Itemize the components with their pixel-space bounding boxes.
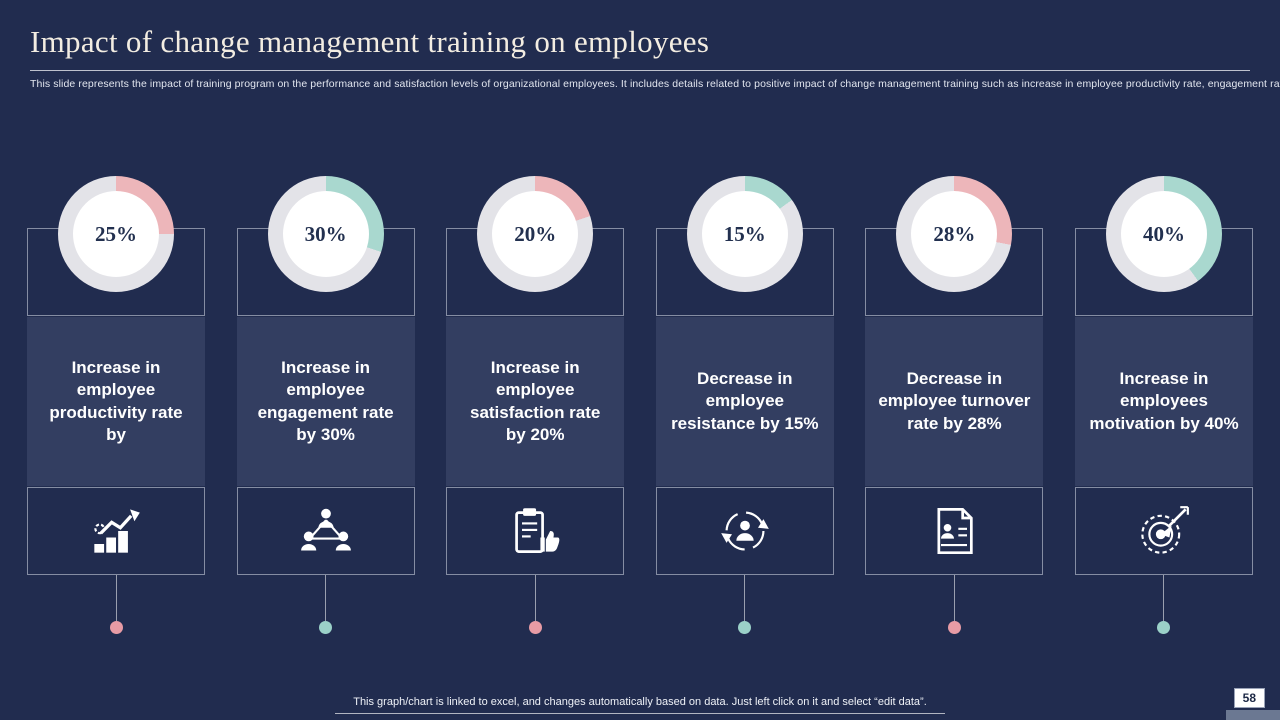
donut-chart[interactable]: 15% (686, 176, 803, 292)
connector-line (1163, 575, 1165, 621)
donut-chart[interactable]: 25% (58, 176, 174, 292)
stat-card: Increase in employee satisfaction rate b… (446, 317, 625, 486)
icon-host (300, 505, 352, 557)
timeline-dot (947, 621, 961, 634)
icon-box (1074, 487, 1253, 575)
icon-box (27, 487, 205, 575)
gears-growth-icon (94, 509, 140, 553)
donut-percentage: 20% (514, 221, 557, 246)
stat-column: 20% Increase in employee satisfaction ra… (446, 176, 625, 634)
connector-line (953, 575, 955, 621)
donut-percentage: 25% (95, 221, 137, 246)
page-number-badge: 58 (1233, 688, 1265, 708)
donut-hole: 15% (701, 191, 788, 277)
stat-description: Increase in employees motivation by 40% (1089, 368, 1239, 433)
donut-chart[interactable]: 40% (1105, 176, 1222, 292)
stat-description: Increase in employee engagement rate by … (257, 357, 394, 444)
connector-line (744, 575, 746, 621)
connector-line (325, 575, 327, 621)
stat-card: Increase in employee engagement rate by … (236, 317, 415, 486)
stat-column: 15% Decrease in employee resistance by 1… (655, 176, 834, 634)
stat-description: Decrease in employee resistance by 15% (671, 368, 819, 433)
timeline-dot (109, 621, 123, 634)
stat-description: Increase in employee satisfaction rate b… (469, 357, 601, 444)
stat-column: 25% Increase in employee productivity ra… (27, 176, 205, 634)
connector-line (534, 575, 536, 621)
stat-card: Increase in employees motivation by 40% (1074, 317, 1253, 486)
icon-box (655, 487, 834, 575)
person-sync-icon (720, 511, 769, 551)
stat-card: Increase in employee productivity rate b… (27, 317, 205, 486)
icon-host (509, 505, 561, 557)
footer-note: This graph/chart is linked to excel, and… (335, 696, 945, 714)
donut-hole: 20% (492, 191, 579, 277)
timeline-dot (319, 621, 333, 634)
donut-hole: 30% (282, 191, 369, 277)
timeline-dot (1157, 621, 1171, 634)
donut-chart[interactable]: 20% (477, 176, 594, 292)
icon-host (719, 505, 771, 557)
corner-strip (1226, 710, 1280, 720)
donut-chart[interactable]: 30% (267, 176, 384, 292)
connector-line (115, 575, 117, 621)
donut-hole: 28% (911, 191, 998, 277)
donut-hole: 40% (1120, 191, 1207, 277)
timeline-dot (738, 621, 752, 634)
slide-header: Impact of change management training on … (0, 0, 1280, 90)
icon-host (928, 505, 980, 557)
columns: 25% Increase in employee productivity ra… (0, 176, 1280, 634)
icon-box (446, 487, 625, 575)
stat-description: Increase in employee productivity rate b… (49, 357, 183, 444)
icon-host (90, 505, 142, 557)
donut-percentage: 30% (304, 221, 347, 246)
stat-description: Decrease in employee turnover rate by 28… (878, 368, 1031, 433)
slide-subtitle: This slide represents the impact of trai… (30, 78, 1280, 90)
timeline-dot (528, 621, 542, 634)
target-arrow-icon (1141, 506, 1189, 554)
stat-column: 28% Decrease in employee turnover rate b… (865, 176, 1044, 634)
stat-card: Decrease in employee resistance by 15% (655, 317, 834, 486)
people-network-icon (300, 508, 351, 551)
icon-host (1138, 505, 1190, 557)
stat-column: 40% Increase in employees motivation by … (1074, 176, 1253, 634)
donut-percentage: 15% (723, 221, 766, 246)
donut-chart[interactable]: 28% (896, 176, 1013, 292)
slide-footer: This graph/chart is linked to excel, and… (0, 692, 1280, 714)
page-title: Impact of change management training on … (30, 24, 710, 59)
icon-box (865, 487, 1044, 575)
icon-box (236, 487, 415, 575)
donut-hole: 25% (73, 191, 159, 277)
stat-card: Decrease in employee turnover rate by 28… (865, 317, 1044, 486)
document-card-icon (937, 507, 974, 555)
stat-column: 30% Increase in employee engagement rate… (236, 176, 415, 634)
title-divider (30, 70, 1250, 71)
donut-percentage: 40% (1142, 221, 1185, 246)
clipboard-thumbs-up-icon (515, 508, 560, 553)
donut-percentage: 28% (933, 221, 976, 246)
